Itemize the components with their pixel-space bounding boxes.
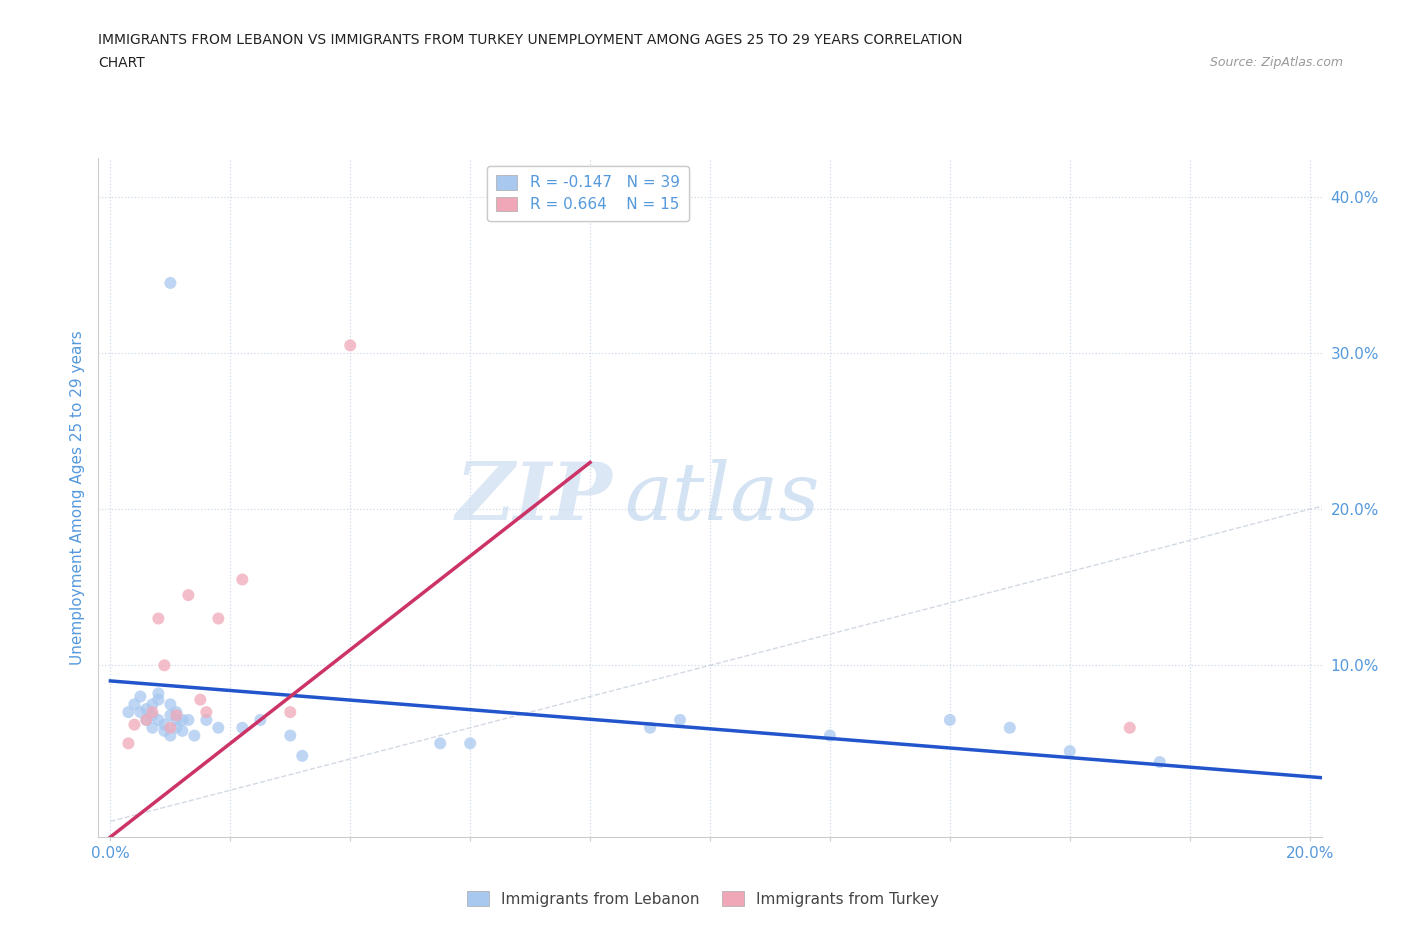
Point: [159, 728, 181, 743]
Point: [141, 721, 163, 736]
Point: [141, 697, 163, 711]
Point: [124, 697, 146, 711]
Point: [188, 692, 211, 707]
Point: [148, 611, 170, 626]
Text: CHART: CHART: [98, 56, 145, 70]
Point: [117, 705, 139, 720]
Point: [207, 721, 229, 736]
Point: [159, 721, 181, 736]
Point: [177, 588, 200, 603]
Point: [148, 686, 170, 701]
Point: [135, 712, 157, 727]
Point: [165, 721, 187, 736]
Point: [141, 705, 163, 720]
Text: IMMIGRANTS FROM LEBANON VS IMMIGRANTS FROM TURKEY UNEMPLOYMENT AMONG AGES 25 TO : IMMIGRANTS FROM LEBANON VS IMMIGRANTS FR…: [98, 33, 963, 46]
Y-axis label: Unemployment Among Ages 25 to 29 years: Unemployment Among Ages 25 to 29 years: [69, 330, 84, 665]
Point: [249, 712, 271, 727]
Legend: Immigrants from Lebanon, Immigrants from Turkey: Immigrants from Lebanon, Immigrants from…: [461, 885, 945, 913]
Point: [231, 721, 253, 736]
Point: [135, 712, 157, 727]
Point: [1059, 744, 1081, 759]
Point: [153, 717, 176, 732]
Point: [278, 705, 301, 720]
Point: [153, 658, 176, 672]
Point: [291, 749, 314, 764]
Point: [148, 692, 170, 707]
Point: [195, 712, 218, 727]
Point: [172, 712, 194, 727]
Point: [339, 338, 361, 352]
Point: [117, 736, 139, 751]
Point: [159, 697, 181, 711]
Point: [124, 717, 146, 732]
Point: [638, 721, 661, 736]
Point: [153, 724, 176, 738]
Text: Source: ZipAtlas.com: Source: ZipAtlas.com: [1209, 56, 1343, 69]
Text: atlas: atlas: [624, 458, 820, 537]
Point: [172, 724, 194, 738]
Text: ZIP: ZIP: [456, 458, 612, 537]
Point: [1149, 754, 1171, 769]
Point: [165, 708, 187, 723]
Point: [165, 712, 187, 727]
Point: [458, 736, 481, 751]
Point: [183, 728, 205, 743]
Point: [177, 712, 200, 727]
Point: [429, 736, 451, 751]
Point: [165, 705, 187, 720]
Point: [231, 572, 253, 587]
Point: [1119, 721, 1142, 736]
Point: [207, 611, 229, 626]
Legend: R = -0.147   N = 39, R = 0.664    N = 15: R = -0.147 N = 39, R = 0.664 N = 15: [486, 166, 689, 221]
Point: [159, 708, 181, 723]
Point: [195, 705, 218, 720]
Point: [669, 712, 692, 727]
Point: [129, 689, 152, 704]
Point: [998, 721, 1021, 736]
Point: [818, 728, 841, 743]
Point: [278, 728, 301, 743]
Point: [939, 712, 962, 727]
Point: [129, 705, 152, 720]
Point: [159, 275, 181, 290]
Point: [148, 712, 170, 727]
Point: [141, 708, 163, 723]
Point: [135, 701, 157, 716]
